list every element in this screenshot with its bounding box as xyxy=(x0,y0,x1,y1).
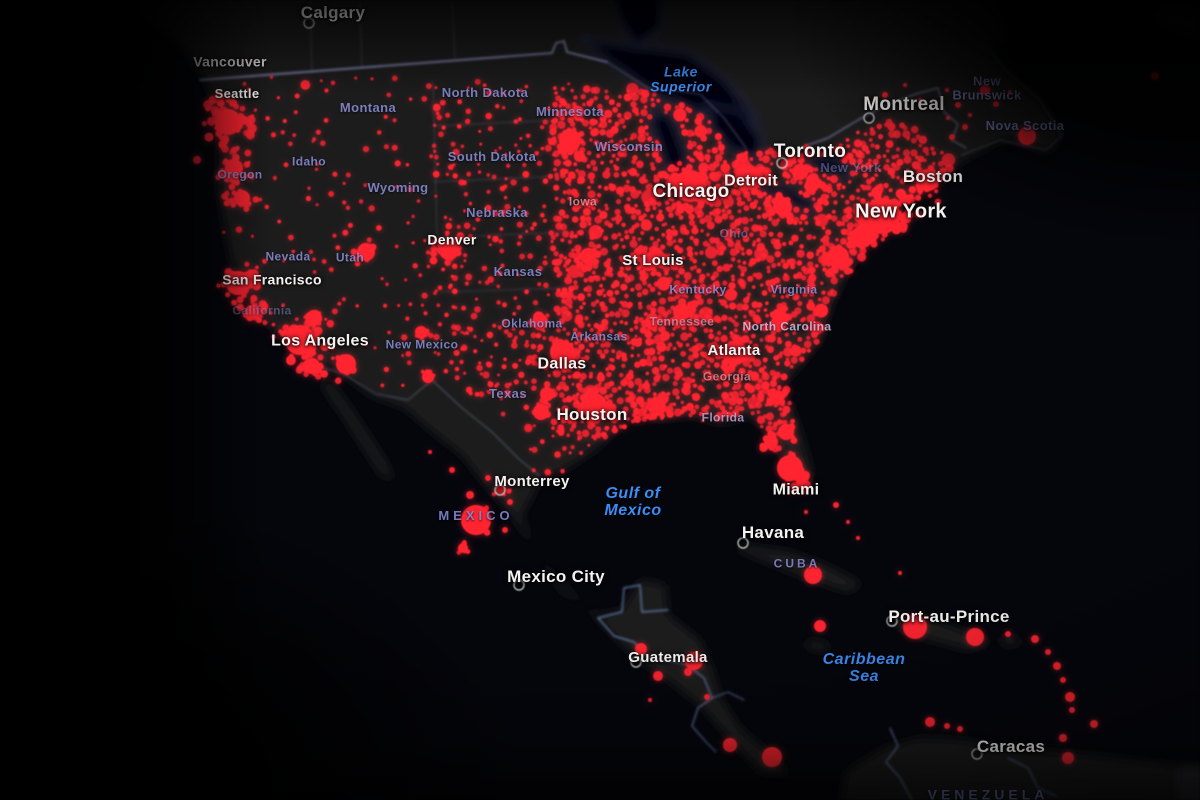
map-photo: Calgary Vancouver Seattle Montreal Toronto Bo… xyxy=(0,0,1200,800)
map-canvas[interactable] xyxy=(0,0,1200,800)
